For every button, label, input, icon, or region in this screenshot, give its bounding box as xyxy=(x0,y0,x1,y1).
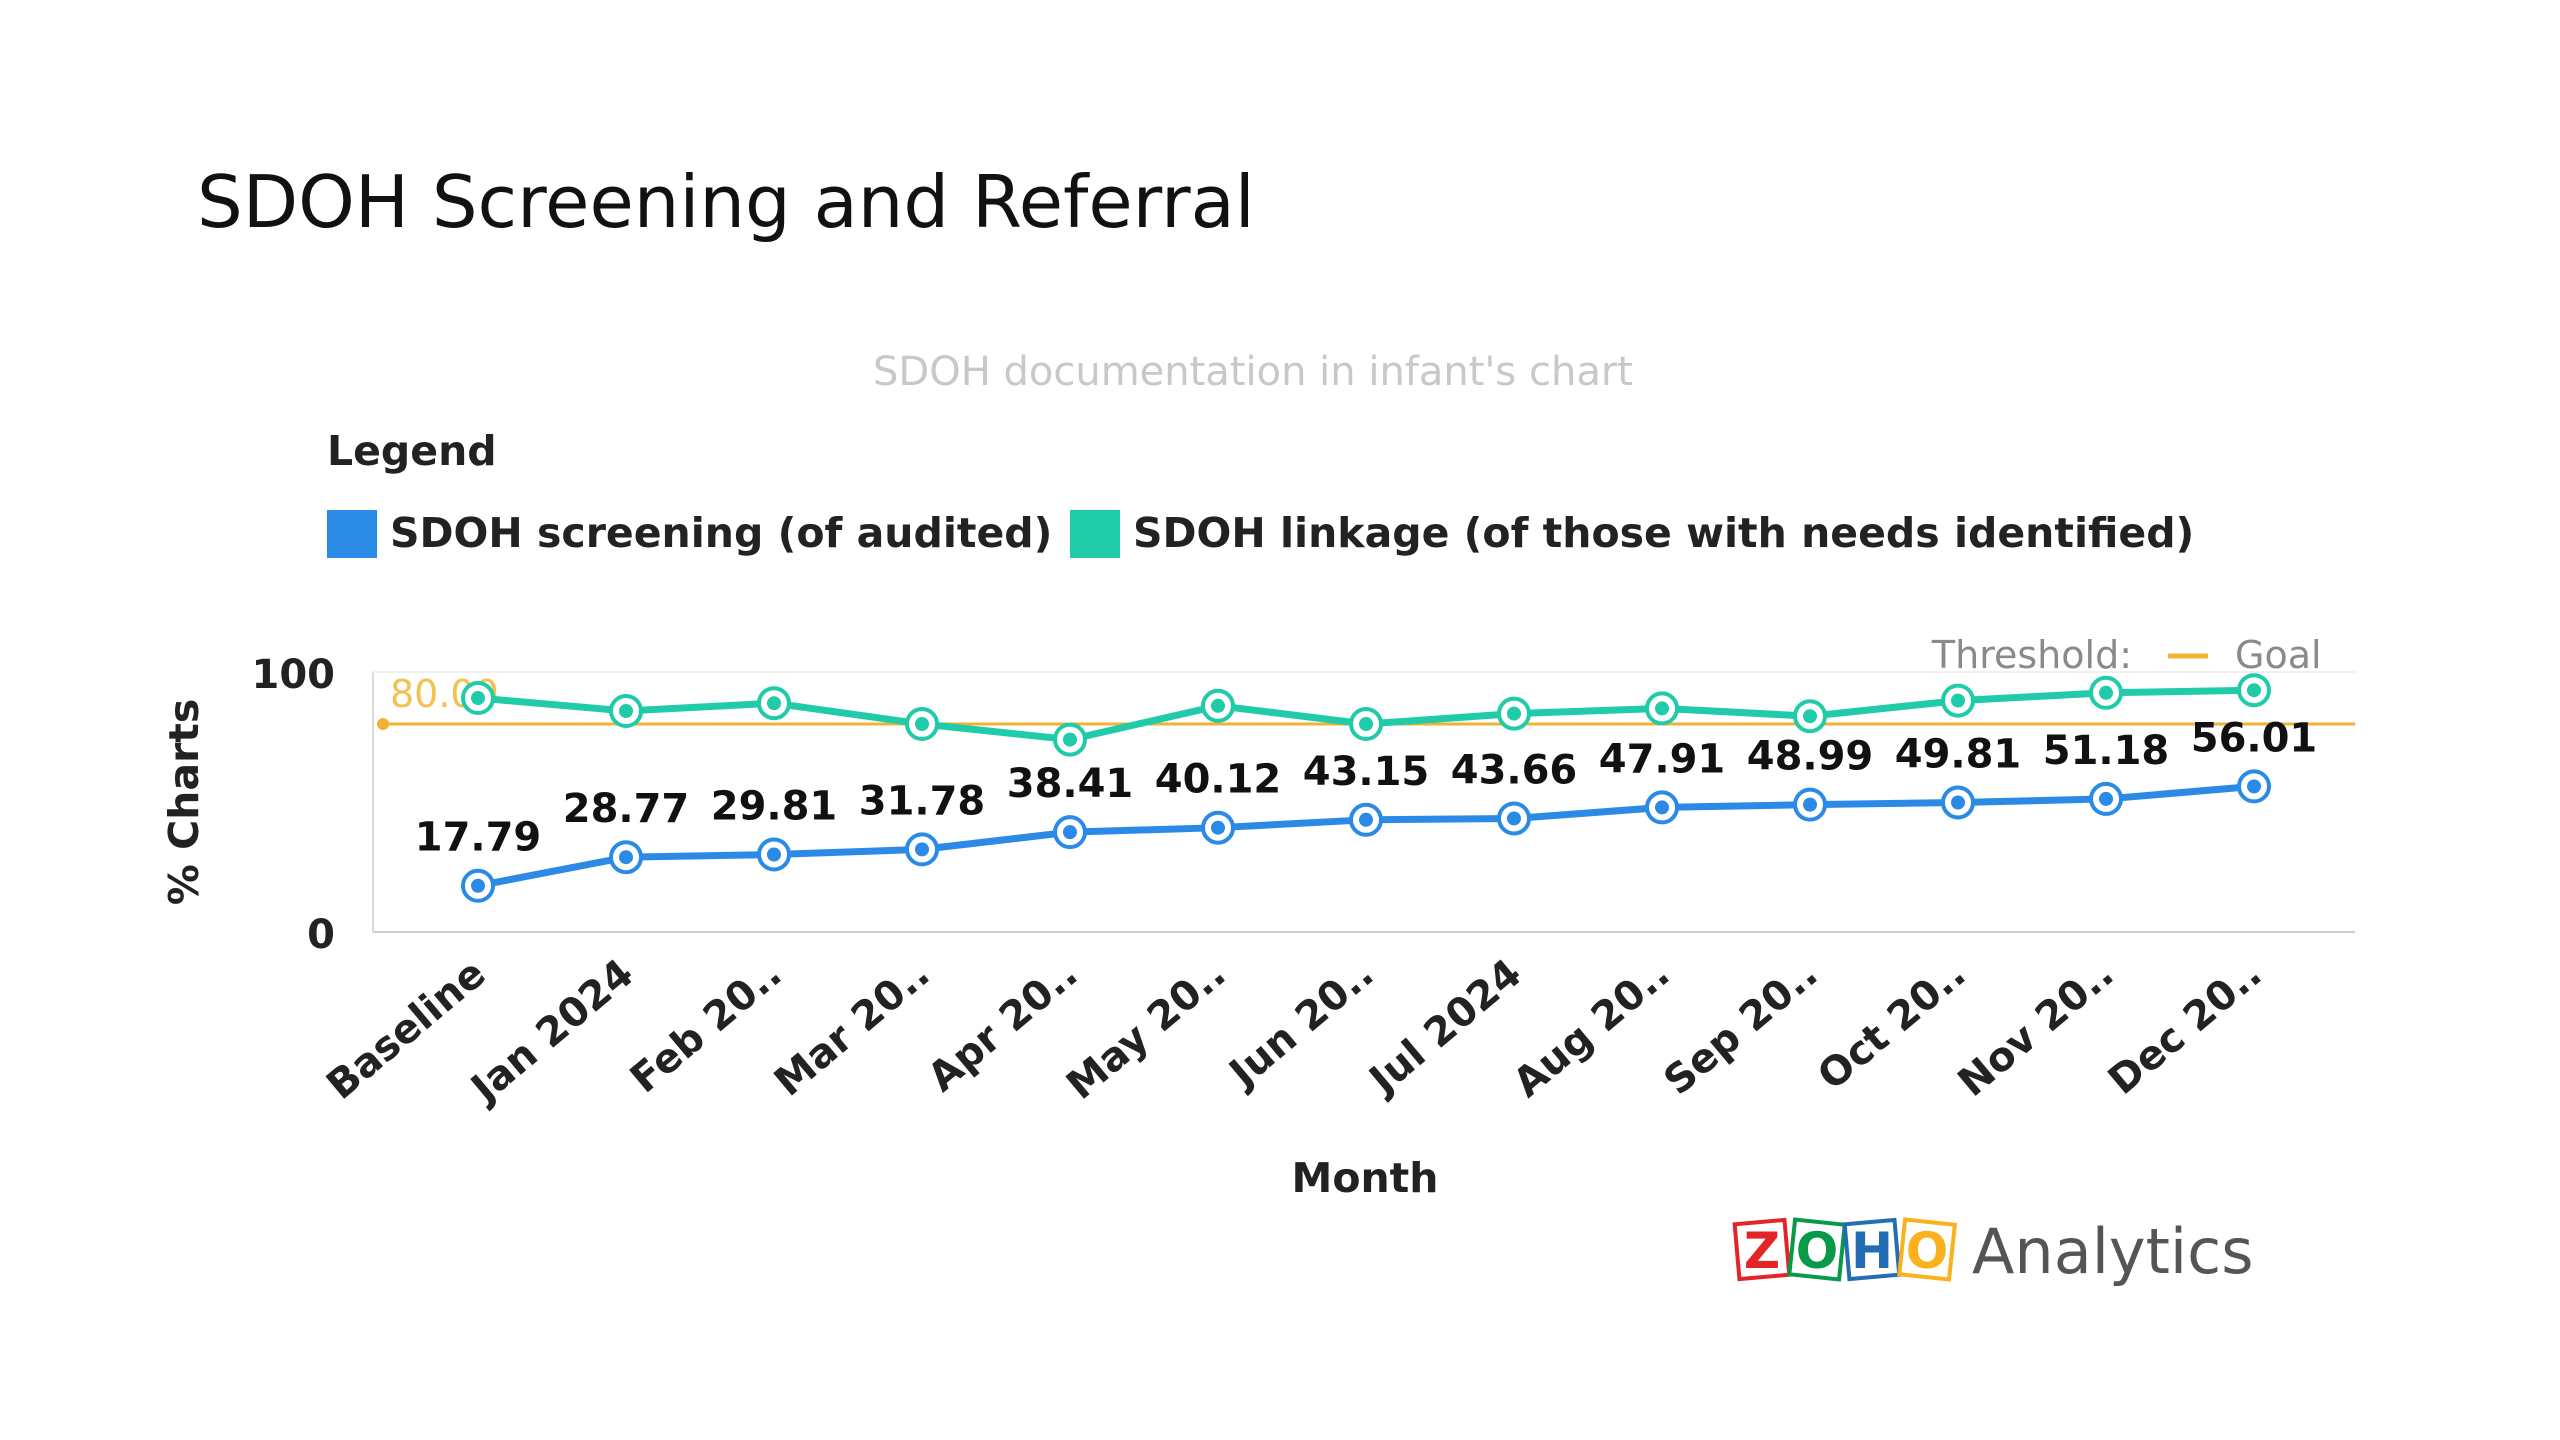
data-point[interactable] xyxy=(461,681,495,715)
x-axis: Month xyxy=(373,671,2355,1202)
data-point[interactable] xyxy=(1645,790,1679,825)
data-point[interactable] xyxy=(1053,815,1087,850)
data-point[interactable] xyxy=(757,686,791,721)
data-label: 40.12 xyxy=(1155,757,1282,803)
data-label: 28.77 xyxy=(563,786,690,832)
data-point[interactable] xyxy=(905,832,939,867)
logo-letter-box xyxy=(1897,1217,1957,1282)
chart-title: SDOH documentation in infant's chart xyxy=(873,349,1633,395)
threshold-legend: Threshold: Goal xyxy=(1931,633,2322,677)
data-point[interactable] xyxy=(1941,785,1975,820)
data-point[interactable] xyxy=(757,837,791,872)
data-label: 56.01 xyxy=(2191,715,2318,761)
data-point[interactable] xyxy=(1349,802,1383,837)
data-point[interactable] xyxy=(1793,699,1827,734)
x-axis-label: Month xyxy=(1292,1154,1439,1202)
data-point[interactable] xyxy=(1201,810,1235,845)
x-tick-label: May 20.. xyxy=(1058,950,1234,1108)
x-tick-label: Baseline xyxy=(318,950,494,1108)
x-tick-label: Sep 20.. xyxy=(1655,950,1826,1104)
x-tick-label: Dec 20.. xyxy=(2100,950,2271,1104)
legend-title: Legend xyxy=(327,427,497,475)
x-tick-label: Mar 20.. xyxy=(766,950,938,1105)
data-labels: 17.79 28.77 29.81 31.78 38.41 40.12 43.15 43.66… xyxy=(415,715,2318,860)
logo-letter: H xyxy=(1851,1222,1893,1280)
logo-text: Analytics xyxy=(1972,1215,2254,1288)
data-point[interactable] xyxy=(609,840,643,875)
threshold-name: Goal xyxy=(2235,633,2322,677)
data-point[interactable] xyxy=(1941,683,1975,718)
data-label: 38.41 xyxy=(1007,761,1134,807)
data-point[interactable] xyxy=(2237,769,2271,804)
data-label: 43.15 xyxy=(1303,749,1430,795)
legend-item-linkage[interactable]: SDOH linkage (of those with needs identi… xyxy=(1070,509,2194,558)
data-point[interactable] xyxy=(2089,675,2123,710)
threshold-line-group: 80.00 xyxy=(377,672,2355,730)
y-axis-label: % Charts xyxy=(160,699,208,906)
y-tick-100: 100 xyxy=(252,652,336,698)
data-label: 47.91 xyxy=(1599,736,1726,782)
data-point[interactable] xyxy=(461,868,495,903)
logo-letter: O xyxy=(1906,1222,1949,1280)
data-label: 51.18 xyxy=(2043,728,2170,774)
legend-swatch-linkage xyxy=(1070,510,1120,558)
threshold-label: Threshold: xyxy=(1931,633,2132,677)
logo-letter: O xyxy=(1796,1222,1839,1280)
data-label: 17.79 xyxy=(415,815,542,861)
data-point[interactable] xyxy=(2089,781,2123,816)
x-tick-label: Aug 20.. xyxy=(1505,950,1679,1106)
data-point[interactable] xyxy=(609,694,643,728)
data-label: 31.78 xyxy=(859,778,986,824)
data-point[interactable] xyxy=(1497,801,1531,836)
y-tick-0: 0 xyxy=(307,912,335,958)
data-label: 43.66 xyxy=(1451,747,1578,793)
y-axis: 100 0 % Charts xyxy=(160,652,374,958)
x-tick-label: Jul 2024 xyxy=(1359,950,1531,1104)
x-tick-label: Jun 20.. xyxy=(1219,950,1382,1098)
data-label: 48.99 xyxy=(1747,734,1874,780)
legend-label-screening: SDOH screening (of audited) xyxy=(390,509,1052,557)
data-label: 49.81 xyxy=(1895,731,2022,777)
data-point[interactable] xyxy=(1201,688,1235,723)
x-tick-label: Feb 20.. xyxy=(622,950,791,1102)
data-point[interactable] xyxy=(2237,673,2271,708)
logo-letter-box xyxy=(1732,1217,1792,1282)
legend-swatch-screening xyxy=(327,510,377,558)
data-point[interactable] xyxy=(1793,787,1827,822)
threshold-marker xyxy=(377,718,389,730)
logo-letter-box xyxy=(1787,1217,1847,1282)
logo-letter: Z xyxy=(1744,1222,1780,1280)
data-point[interactable] xyxy=(1053,722,1087,757)
x-tick-label: Jan 2024 xyxy=(461,950,643,1113)
data-point[interactable] xyxy=(905,707,939,741)
x-tick-label: Oct 20.. xyxy=(1809,950,1974,1099)
logo-letter-box xyxy=(1842,1217,1902,1282)
data-point[interactable] xyxy=(1349,707,1383,741)
data-point[interactable] xyxy=(1497,696,1531,731)
data-label: 29.81 xyxy=(711,783,838,829)
slide-title: SDOH Screening and Referral xyxy=(197,160,1255,244)
legend-label-linkage: SDOH linkage (of those with needs identi… xyxy=(1133,509,2194,557)
x-tick-label: Nov 20.. xyxy=(1950,950,2123,1105)
legend-item-screening[interactable]: SDOH screening (of audited) xyxy=(327,509,1052,558)
series xyxy=(461,673,2271,903)
data-point[interactable] xyxy=(1645,691,1679,726)
